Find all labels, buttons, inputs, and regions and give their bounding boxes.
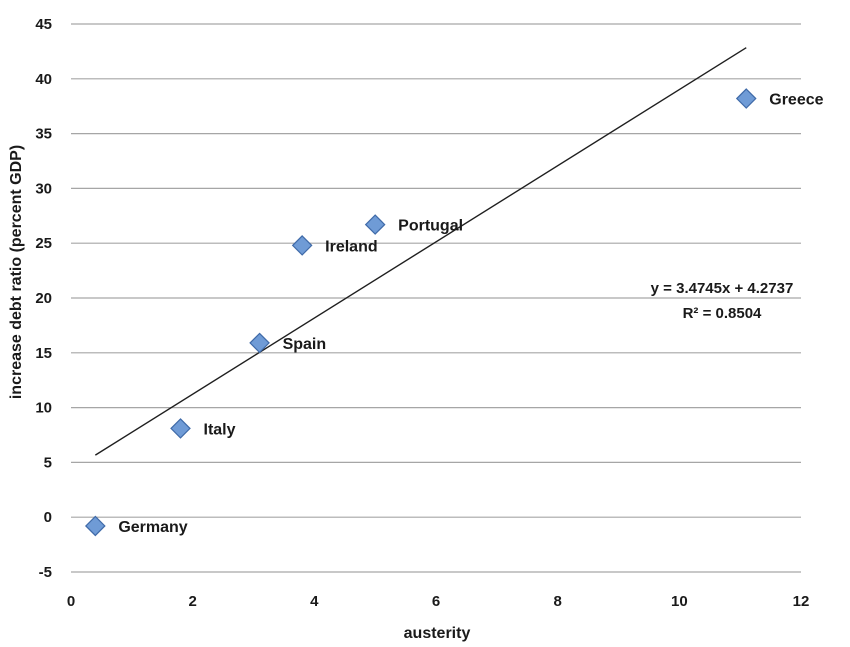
point-label-portugal: Portugal — [398, 218, 463, 235]
x-tick-label: 4 — [310, 593, 319, 610]
x-tick-label: 10 — [671, 593, 688, 610]
y-tick-label: -5 — [39, 564, 52, 581]
y-tick-label: 35 — [35, 126, 52, 143]
point-labels: Germany Italy Spain Ireland Portugal Greece — [118, 92, 823, 536]
trendline-r-squared: R² = 0.8504 — [683, 305, 762, 322]
gridlines — [71, 23, 801, 573]
point-portugal — [364, 214, 386, 235]
point-spain — [249, 332, 270, 354]
x-tick-label: 12 — [793, 593, 810, 610]
y-tick-label: 25 — [35, 235, 52, 252]
x-tick-label: 0 — [67, 593, 75, 610]
y-tick-label: 30 — [35, 180, 52, 197]
point-label-italy: Italy — [204, 421, 236, 438]
x-tick-label: 8 — [553, 593, 561, 610]
y-tick-label: 20 — [35, 290, 52, 307]
trendline — [94, 47, 747, 456]
y-tick-label: 45 — [35, 16, 52, 33]
x-tick-label: 2 — [188, 593, 196, 610]
point-italy — [170, 418, 191, 439]
y-axis-title: increase debt ratio (percent GDP) — [8, 145, 25, 399]
y-axis-ticks: -5 0 5 10 15 20 25 30 35 40 45 — [35, 16, 52, 581]
point-label-spain: Spain — [283, 336, 327, 353]
y-tick-label: 5 — [44, 454, 52, 471]
point-greece — [735, 88, 757, 109]
y-tick-label: 40 — [35, 71, 52, 88]
trendline-group — [94, 47, 747, 456]
point-ireland — [291, 235, 313, 256]
point-label-germany: Germany — [118, 519, 187, 536]
y-tick-label: 0 — [44, 509, 52, 526]
point-label-ireland: Ireland — [325, 238, 377, 255]
y-tick-label: 10 — [35, 400, 52, 417]
x-axis-ticks: 0 2 4 6 8 10 12 — [67, 593, 810, 610]
data-points — [84, 88, 757, 537]
trendline-equation: y = 3.4745x + 4.2737 — [651, 280, 794, 297]
point-germany — [84, 515, 106, 537]
x-tick-label: 6 — [432, 593, 440, 610]
x-axis-title: austerity — [404, 625, 471, 642]
point-label-greece: Greece — [769, 92, 823, 109]
y-tick-label: 15 — [35, 345, 52, 362]
